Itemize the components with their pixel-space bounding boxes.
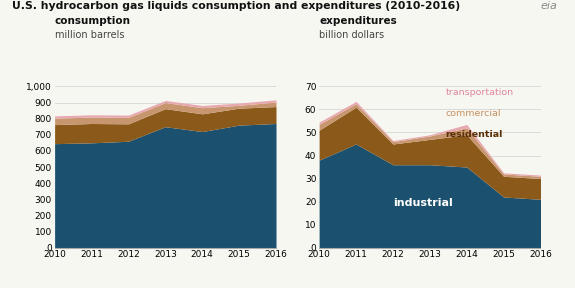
Text: commercial: commercial bbox=[445, 109, 501, 118]
Text: transportation: transportation bbox=[445, 88, 513, 97]
Text: consumption: consumption bbox=[55, 16, 131, 26]
Text: expenditures: expenditures bbox=[319, 16, 397, 26]
Text: residential: residential bbox=[445, 130, 503, 139]
Text: U.S. hydrocarbon gas liquids consumption and expenditures (2010-2016): U.S. hydrocarbon gas liquids consumption… bbox=[12, 1, 459, 12]
Text: billion dollars: billion dollars bbox=[319, 30, 384, 40]
Text: industrial: industrial bbox=[393, 198, 453, 208]
Text: eia: eia bbox=[541, 1, 558, 12]
Text: million barrels: million barrels bbox=[55, 30, 124, 40]
